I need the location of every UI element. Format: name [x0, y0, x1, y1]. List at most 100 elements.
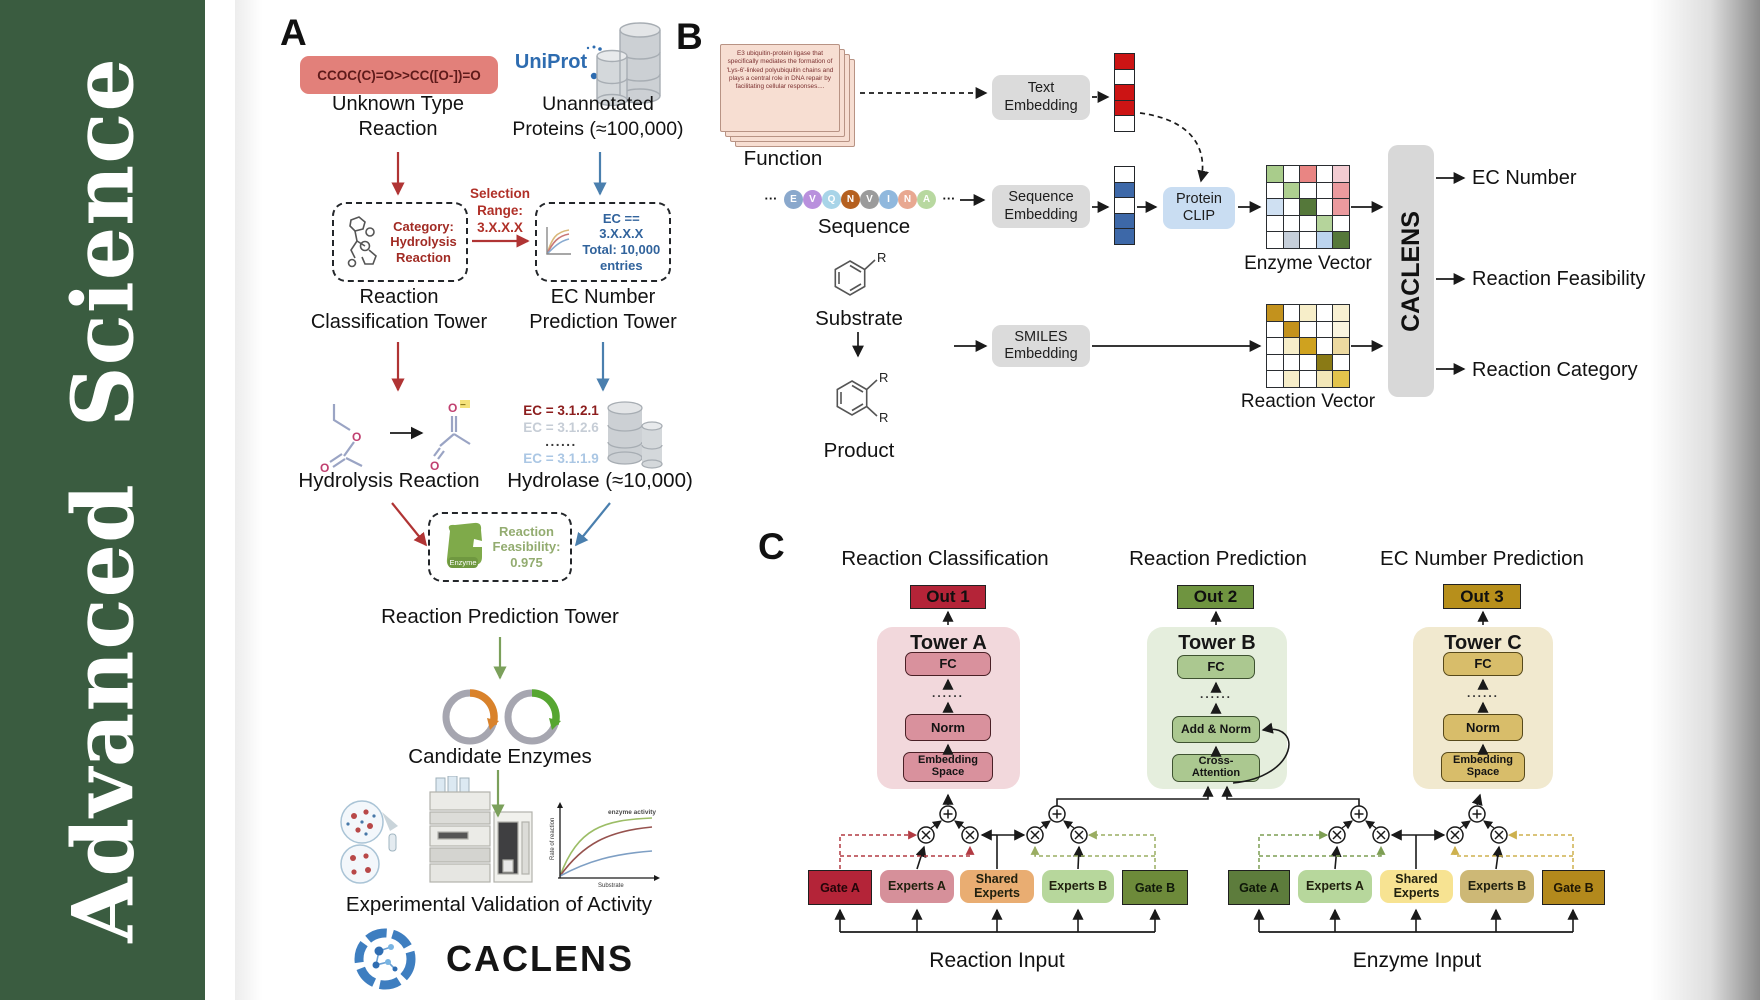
- tower-a-dots: ......: [931, 686, 964, 700]
- feasibility-box: Enzyme Reaction Feasibility: 0.975: [428, 512, 572, 582]
- enzyme-vector-label: Enzyme Vector: [1244, 253, 1372, 274]
- uniprot-logo: UniProt: [514, 51, 588, 73]
- matrix-cell: [1266, 337, 1285, 355]
- reaction-input-label: Reaction Input: [929, 949, 1065, 972]
- candidate-enzymes-label: Candidate Enzymes: [408, 745, 592, 768]
- residue-circle: I: [879, 190, 898, 209]
- sum-node: [1350, 805, 1368, 823]
- gate-dashed-connectors: [839, 830, 1574, 869]
- plot-annotation: enzyme activity: [608, 809, 656, 816]
- matrix-cell: [1315, 369, 1334, 388]
- product-node: [1490, 826, 1508, 844]
- prediction-tower-label: Reaction Prediction Tower: [381, 605, 619, 628]
- heading-ec-number-prediction: EC Number Prediction: [1380, 547, 1584, 570]
- matrix-cell: [1282, 165, 1301, 184]
- tower-b-dots: ......: [1199, 687, 1232, 701]
- tower-a-norm: Norm: [905, 714, 991, 741]
- matrix-cell: [1299, 165, 1317, 184]
- ec-selection-text: EC == 3.X.X.X Total: 10,000 entries: [582, 210, 661, 273]
- tower-a-fc: FC: [905, 652, 991, 676]
- reaction-vector-matrix: [1266, 304, 1350, 388]
- svg-text:O: O: [430, 459, 439, 470]
- matrix-cell: [1299, 353, 1317, 372]
- hydrolase-label: Hydrolase (≈10,000): [507, 469, 693, 492]
- tower-c-embedding: Embedding Space: [1441, 752, 1525, 782]
- matrix-cell: [1299, 337, 1317, 355]
- matrix-cell: [1266, 214, 1285, 233]
- enzyme-icon: Enzyme: [446, 522, 482, 568]
- matrix-cell: [1266, 198, 1285, 216]
- tower-b-add-norm: Add & Norm: [1172, 716, 1260, 743]
- matrix-cell: [1282, 369, 1301, 388]
- page-right-shadow: [1650, 0, 1760, 1000]
- matrix-cell: [1299, 320, 1317, 339]
- left-shared-experts: Shared Experts: [960, 870, 1034, 903]
- caclens-brand-text: CACLENS: [445, 938, 634, 979]
- ec-result-1: EC = 3.1.2.1: [523, 403, 599, 418]
- reaction-category-box: Category: Hydrolysis Reaction: [332, 202, 468, 282]
- panel-b-arrows: [852, 87, 1466, 375]
- function-card-text: E3 ubiquitin-protein ligase that specifi…: [726, 50, 834, 91]
- enzyme-input-label: Enzyme Input: [1352, 949, 1482, 972]
- matrix-cell: [1299, 230, 1317, 249]
- ec-result-dots: ......: [545, 434, 577, 449]
- journal-sidebar: Advanced Science: [0, 0, 205, 1000]
- product-r1-label: R: [879, 370, 888, 385]
- sequence-ellipsis-right: ···: [942, 191, 956, 206]
- residue-circle: A: [917, 190, 936, 209]
- matrix-cell: [1266, 181, 1285, 200]
- matrix-cell: [1331, 353, 1350, 372]
- tower-a-embedding: Embedding Space: [903, 752, 993, 782]
- right-shared-experts: Shared Experts: [1380, 870, 1453, 903]
- matrix-cell: [1315, 198, 1334, 216]
- left-experts-b: Experts B: [1042, 870, 1114, 903]
- sequence-embedding-box: Sequence Embedding: [992, 185, 1090, 228]
- svg-text:−: −: [460, 400, 466, 411]
- matrix-cell: [1315, 214, 1334, 233]
- selection-range-label: Selection Range: 3.X.X.X: [469, 186, 531, 235]
- plasmids-icon: [442, 689, 561, 745]
- heading-reaction-classification: Reaction Classification: [841, 547, 1049, 570]
- matrix-cell: [1266, 165, 1285, 184]
- matrix-cell: [1266, 304, 1285, 323]
- matrix-cell: [1331, 337, 1350, 355]
- substrate-label: Substrate: [815, 307, 903, 330]
- ec-result-2: EC = 3.1.2.6: [523, 420, 599, 435]
- matrix-cell: [1315, 165, 1334, 184]
- left-gate-a: Gate A: [808, 870, 872, 905]
- hydrolysis-reaction-label: Hydrolysis Reaction: [298, 469, 480, 492]
- matrix-cell: [1331, 214, 1350, 233]
- unknown-reaction-label: Unknown Type Reaction: [332, 93, 464, 141]
- caclens-model-bar: CACLENS: [1388, 145, 1434, 397]
- matrix-cell: [1315, 320, 1334, 339]
- hplc-instrument-icon: [429, 776, 533, 883]
- matrix-cell: [1282, 320, 1301, 339]
- matrix-cell: [1282, 214, 1301, 233]
- matrix-cell: [1315, 337, 1334, 355]
- svg-text:O: O: [320, 461, 329, 472]
- matrix-cell: [1315, 230, 1334, 249]
- output-reaction-category: Reaction Category: [1472, 359, 1638, 381]
- matrix-cell: [1266, 353, 1285, 372]
- matrix-cell: [1282, 198, 1301, 216]
- matrix-cell: [1331, 320, 1350, 339]
- substrate-r-label: R: [877, 250, 886, 265]
- heading-reaction-prediction: Reaction Prediction: [1129, 547, 1307, 570]
- out3-box: Out 3: [1443, 584, 1521, 609]
- matrix-cell: [1266, 230, 1285, 249]
- category-text: Category: Hydrolysis Reaction: [390, 218, 457, 265]
- unannotated-proteins-label: Unannotated Proteins (≈100,000): [512, 93, 684, 140]
- hydrolase-database-icon: [607, 401, 663, 469]
- svg-text:O: O: [448, 401, 457, 415]
- svg-text:O: O: [352, 430, 361, 444]
- matrix-cell: [1331, 230, 1350, 249]
- tower-a-title: Tower A: [910, 632, 987, 654]
- left-experts-a: Experts A: [880, 870, 954, 903]
- page-left-shadow: [235, 0, 263, 1000]
- matrix-cell: [1282, 353, 1301, 372]
- product-node: [1026, 826, 1044, 844]
- ec-selection-box: EC == 3.X.X.X Total: 10,000 entries: [535, 202, 671, 282]
- matrix-cell: [1299, 369, 1317, 388]
